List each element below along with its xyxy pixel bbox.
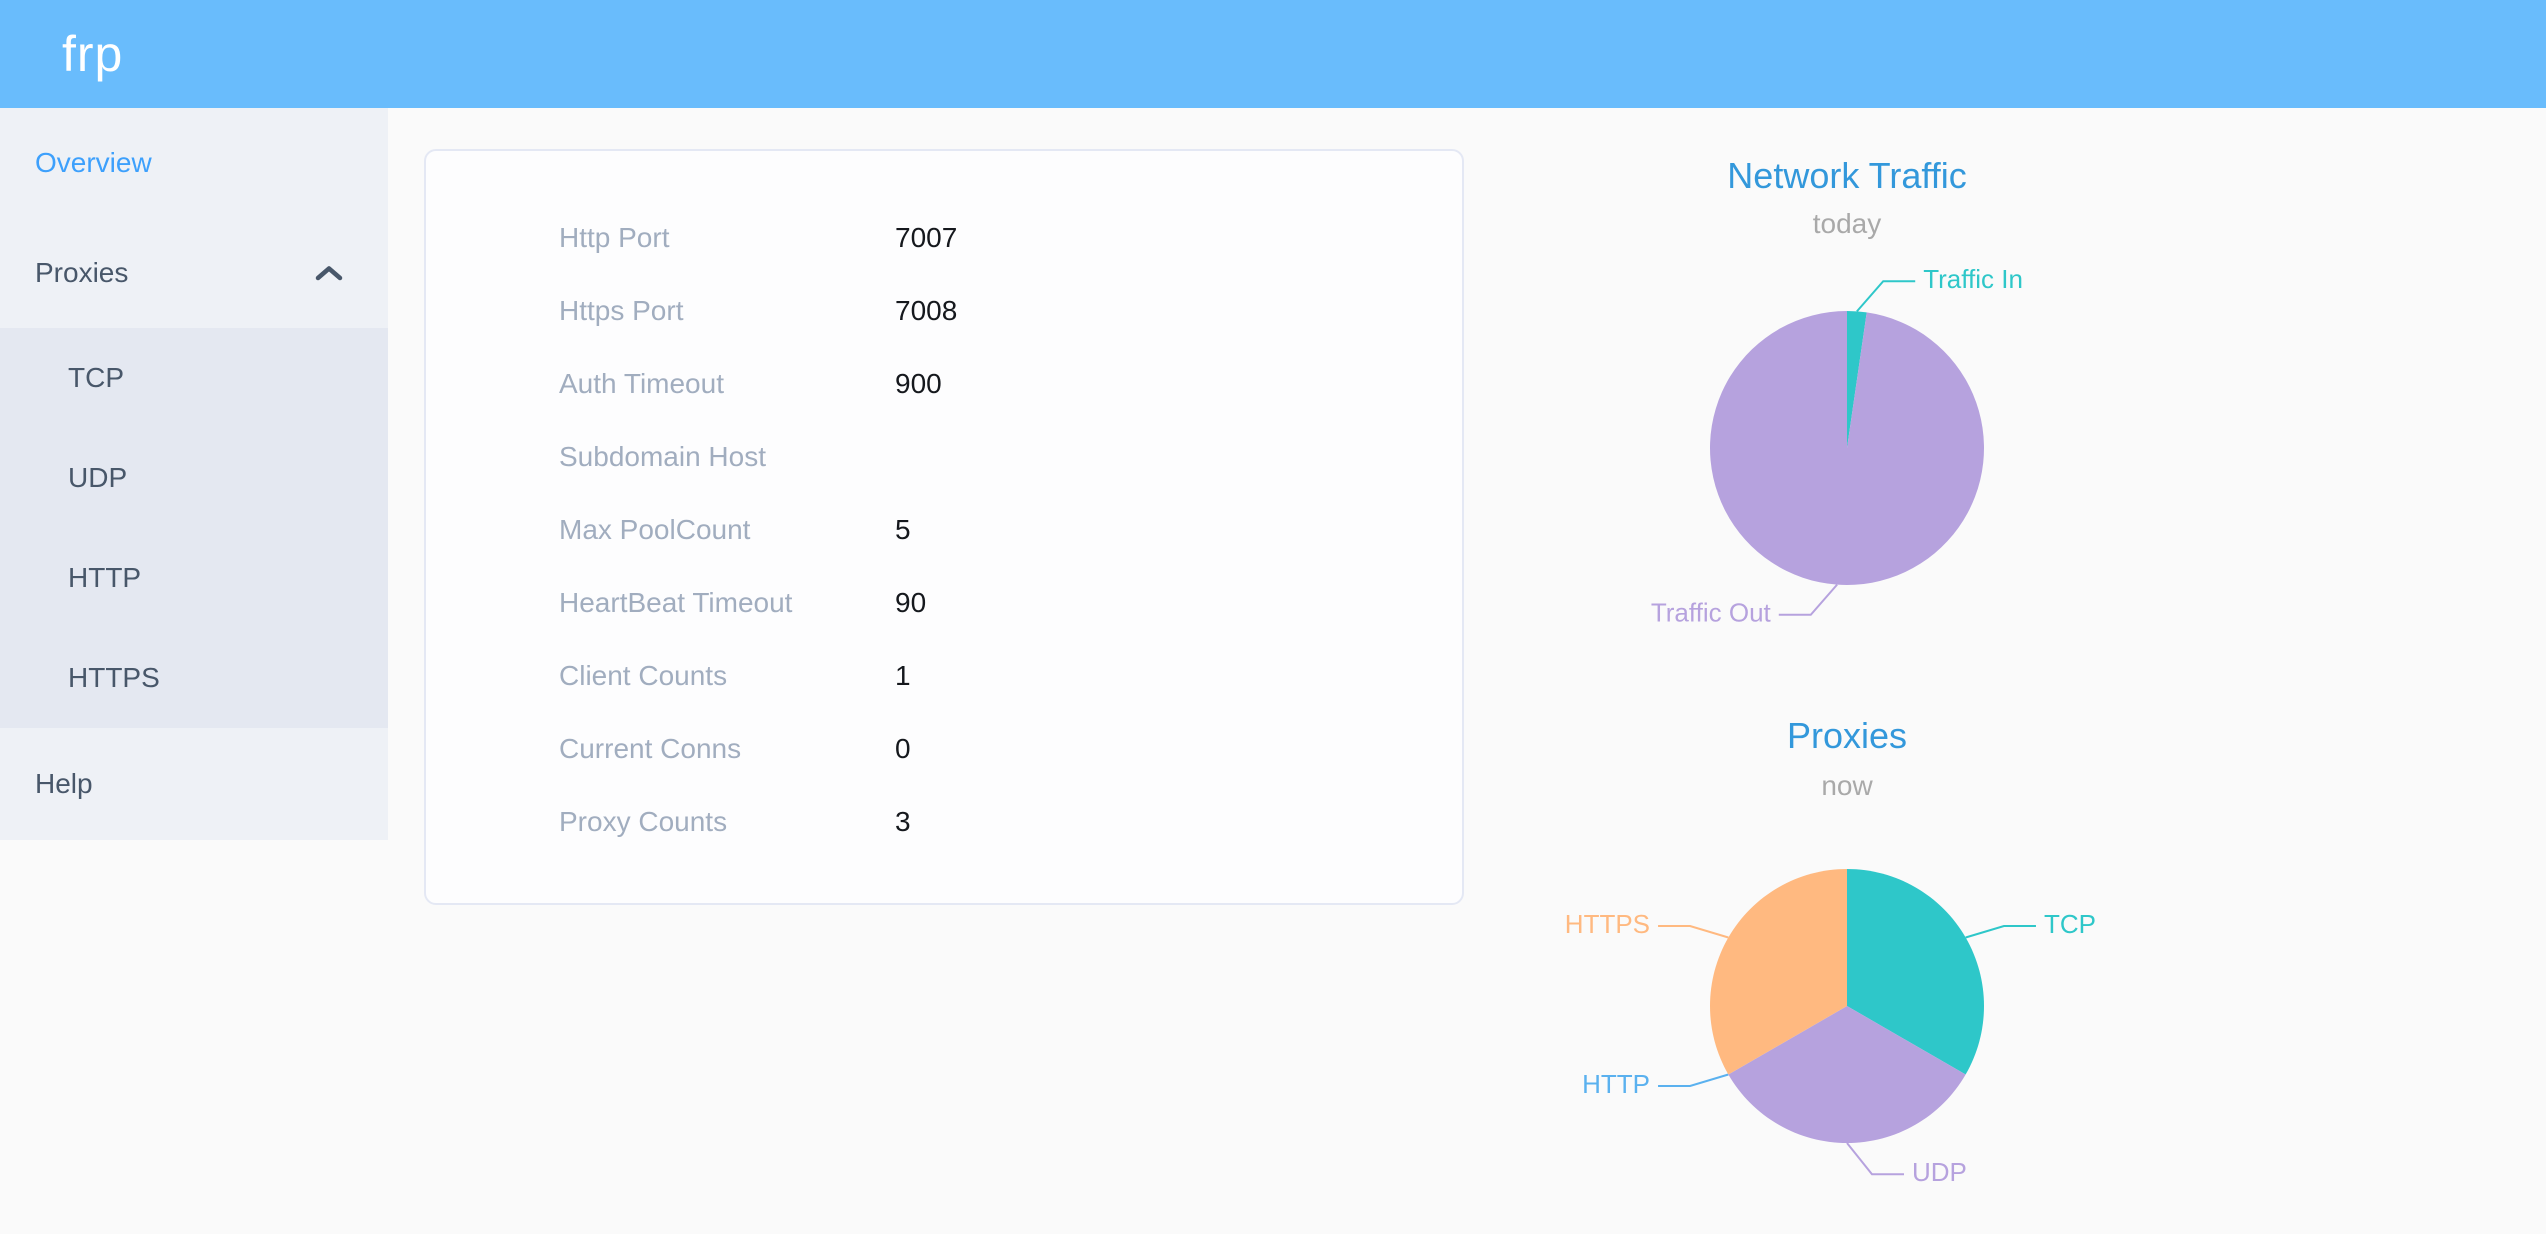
- sidebar-item-https-label: HTTPS: [68, 662, 160, 693]
- sidebar-item-proxies-label: Proxies: [35, 257, 129, 288]
- pie-leader-udp: [1846, 1142, 1904, 1176]
- pie-label-tcp: TCP: [2044, 909, 2096, 939]
- pie-leader-traffic-in: [1856, 280, 1916, 313]
- config-label: HeartBeat Timeout: [559, 586, 793, 618]
- config-value: 1: [895, 659, 911, 691]
- config-label: Https Port: [559, 294, 684, 326]
- pie-slice-udp[interactable]: [1728, 1006, 1966, 1143]
- config-label: Subdomain Host: [559, 440, 767, 472]
- network-traffic-chart-title: Network Traffic: [1727, 155, 1967, 196]
- config-value: 7008: [895, 294, 958, 326]
- config-value: 900: [895, 367, 942, 399]
- pie-label-udp: UDP: [1912, 1157, 1967, 1187]
- sidebar-item-udp-label: UDP: [68, 462, 128, 493]
- pie-label-https: HTTPS: [1565, 909, 1650, 939]
- proxies-submenu: TCP UDP HTTP HTTPS: [0, 328, 388, 728]
- pie-label-http: HTTP: [1582, 1069, 1650, 1099]
- pie-leader-http: [1658, 1073, 1729, 1087]
- sidebar: Overview Proxies TCP UDP HTTP HTTPS Help: [0, 108, 388, 840]
- config-value: 0: [895, 732, 911, 764]
- config-row: Proxy Counts 3: [426, 785, 1462, 858]
- sidebar-item-overview-label: Overview: [35, 147, 152, 178]
- proxies-chart-title: Proxies: [1786, 715, 1908, 756]
- pie-slice-traffic-out[interactable]: [1710, 311, 1984, 585]
- config-row: Auth Timeout 900: [426, 347, 1462, 420]
- sidebar-item-help[interactable]: Help: [0, 728, 388, 840]
- pie-leader-https: [1658, 925, 1729, 939]
- config-row: Https Port 7008: [426, 274, 1462, 347]
- pie-slice-tcp[interactable]: [1847, 869, 1984, 1075]
- config-row: Client Counts 1: [426, 639, 1462, 712]
- config-rows: Http Port 7007 Https Port 7008 Auth Timeout 9…: [426, 201, 1462, 858]
- pie-label-traffic-out: Traffic Out: [1651, 598, 1772, 628]
- network-traffic-chart-subtitle: today: [1812, 208, 1882, 239]
- config-label: Max PoolCount: [559, 513, 751, 545]
- pie-slice-https[interactable]: [1710, 869, 1847, 1075]
- config-value: 5: [895, 513, 911, 545]
- config-row: HeartBeat Timeout 90: [426, 566, 1462, 639]
- config-value: 3: [895, 805, 911, 837]
- network-traffic-pie-chart[interactable]: Traffic In Traffic Out: [1497, 260, 2197, 660]
- sidebar-item-udp[interactable]: UDP: [0, 428, 388, 528]
- pie-leader-tcp: [1965, 925, 2036, 939]
- sidebar-item-help-label: Help: [35, 768, 93, 799]
- config-label: Proxy Counts: [559, 805, 728, 837]
- server-config-card: Http Port 7007 Https Port 7008 Auth Timeout 9…: [424, 149, 1464, 905]
- config-row: Subdomain Host: [426, 420, 1462, 493]
- config-value: 90: [895, 586, 927, 618]
- sidebar-item-https[interactable]: HTTPS: [0, 628, 388, 728]
- config-label: Current Conns: [559, 732, 742, 764]
- app-logo: frp: [62, 26, 124, 82]
- chevron-up-icon: [315, 266, 343, 281]
- config-row: Max PoolCount 5: [426, 493, 1462, 566]
- config-label: Http Port: [559, 221, 670, 253]
- sidebar-item-overview[interactable]: Overview: [0, 108, 388, 218]
- sidebar-item-http-label: HTTP: [68, 562, 142, 593]
- sidebar-item-tcp-label: TCP: [68, 362, 124, 393]
- sidebar-item-http[interactable]: HTTP: [0, 528, 388, 628]
- config-value: 7007: [895, 221, 958, 253]
- sidebar-item-tcp[interactable]: TCP: [0, 328, 388, 428]
- pie-leader-traffic-out: [1778, 583, 1838, 616]
- proxies-pie-chart[interactable]: TCP UDP HTTP HTTPS: [1497, 820, 2197, 1234]
- pie-label-traffic-in: Traffic In: [1923, 264, 2023, 294]
- config-row: Http Port 7007: [426, 201, 1462, 274]
- app-header: frp: [0, 0, 2546, 108]
- proxies-chart-subtitle: now: [1821, 770, 1873, 801]
- config-row: Current Conns 0: [426, 712, 1462, 785]
- sidebar-item-proxies[interactable]: Proxies: [0, 218, 388, 328]
- config-label: Client Counts: [559, 659, 728, 691]
- pie-slice-traffic-in[interactable]: [1847, 311, 1867, 448]
- config-label: Auth Timeout: [559, 367, 724, 399]
